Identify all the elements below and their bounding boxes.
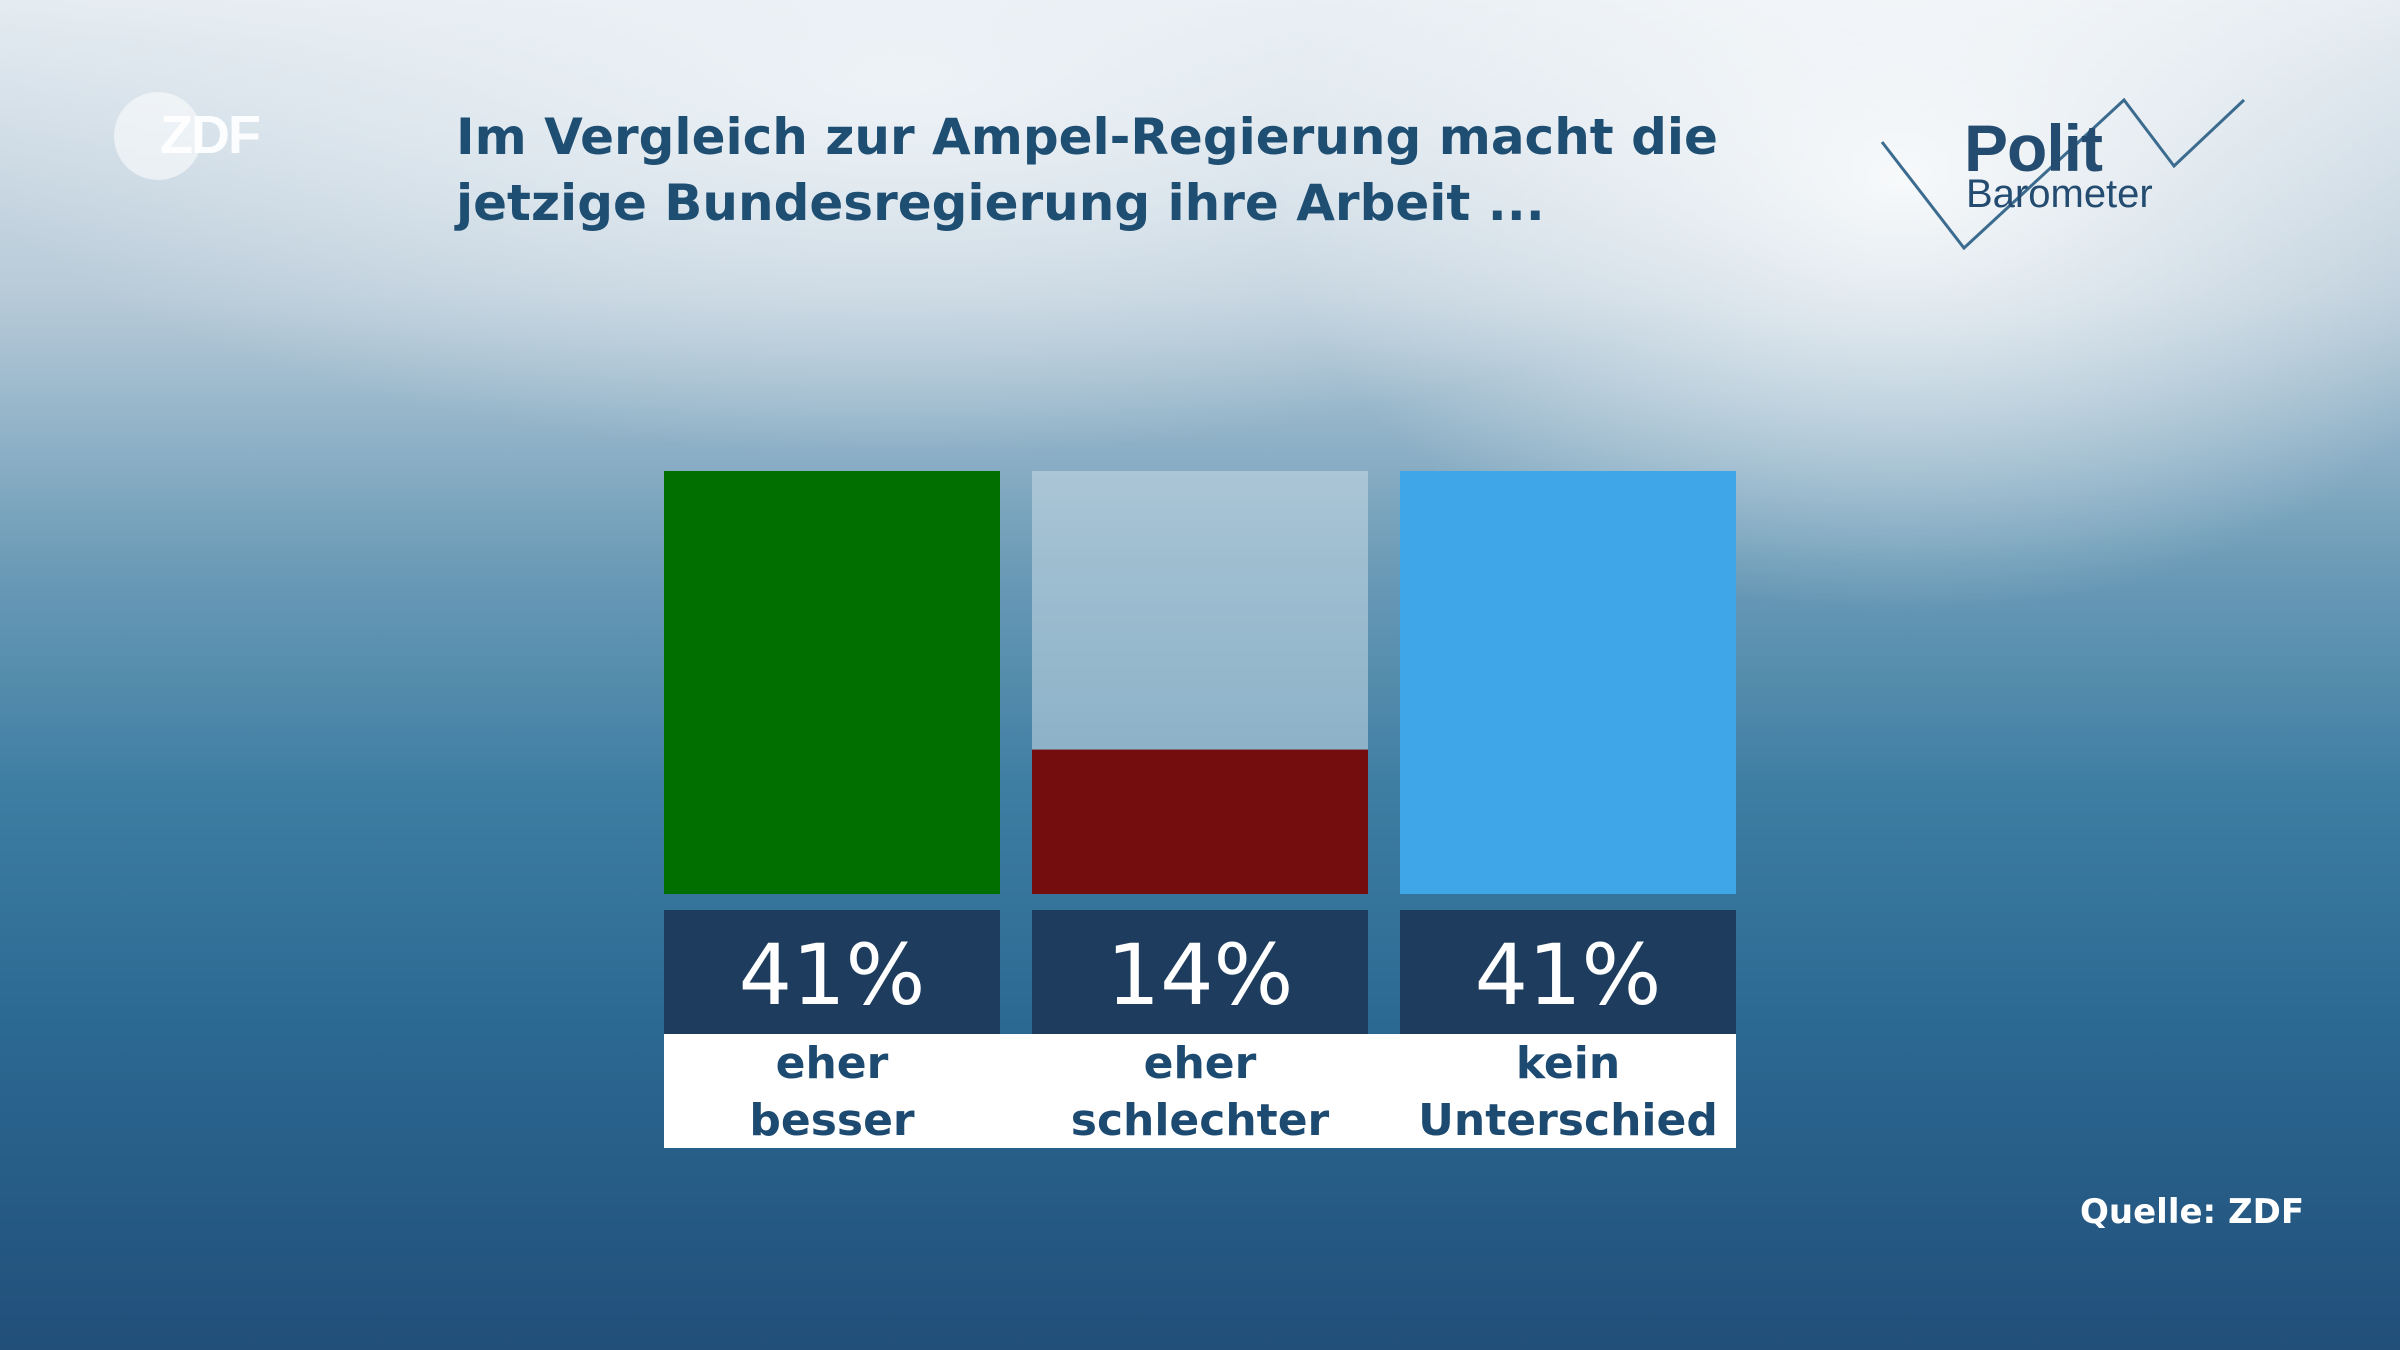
value-label: 41% <box>739 926 926 1024</box>
value-label-box <box>664 910 1000 1034</box>
bar-0 <box>664 471 1000 894</box>
politbarometer-logo: Polit Barometer <box>1878 96 2248 256</box>
bar-1 <box>1032 749 1368 894</box>
value-label: 14% <box>1107 926 1294 1024</box>
value-label-box <box>1032 910 1368 1034</box>
chart-title-line-1: Im Vergleich zur Ampel-Regierung macht d… <box>456 108 1718 166</box>
zdf-logo-text: ZDF <box>160 105 261 165</box>
category-label: kein <box>1516 1038 1620 1089</box>
category-label-band <box>664 1034 1736 1148</box>
source-note: Quelle: ZDF <box>2080 1192 2305 1232</box>
value-label-box <box>1400 910 1736 1034</box>
chart-title: Im Vergleich zur Ampel-Regierung macht d… <box>456 104 1736 236</box>
category-label: besser <box>749 1095 915 1146</box>
bar-2 <box>1400 471 1736 894</box>
value-label: 41% <box>1475 926 1662 1024</box>
zdf-logo-disc <box>114 92 202 180</box>
politbarometer-logo-line-1: Polit <box>1964 111 2103 185</box>
politbarometer-logo-line-2: Barometer <box>1966 172 2153 216</box>
category-label: schlechter <box>1071 1095 1330 1146</box>
category-label: Unterschied <box>1418 1095 1718 1146</box>
zdf-logo: ZDF <box>112 90 282 182</box>
chart-title-line-2: jetzige Bundesregierung ihre Arbeit ... <box>456 174 1545 232</box>
category-label: eher <box>776 1038 889 1089</box>
politbarometer-zigzag-icon <box>1880 97 2246 251</box>
category-label: eher <box>1144 1038 1257 1089</box>
